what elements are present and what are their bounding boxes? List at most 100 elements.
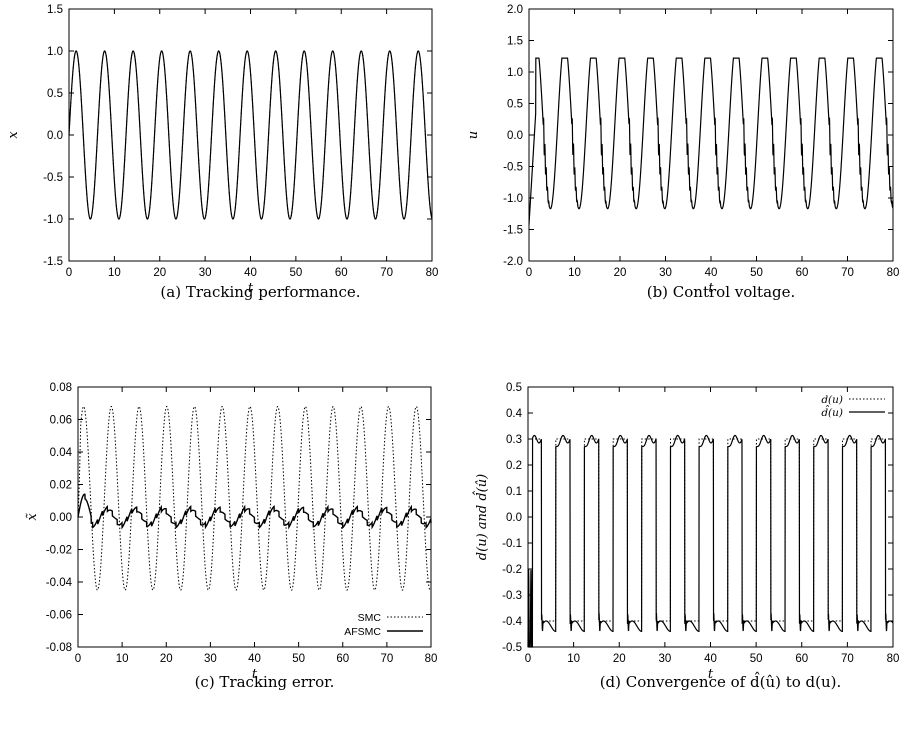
ytick-label: 0.5: [506, 382, 522, 394]
ytick-label: -2.0: [503, 256, 523, 268]
ytick-label: 0.04: [50, 447, 73, 459]
xtick-label: 40: [244, 267, 257, 279]
panel-a-xlabel: t: [248, 281, 254, 296]
panel-b: 0 10 20 30 40 50 60 70 80 -2.0 -1.5 -1.0 -0.5 0.0 0.5 1…: [466, 4, 899, 301]
xtick-label: 80: [887, 267, 900, 279]
ytick-label: 0.02: [50, 480, 72, 492]
ytick-label: 0.5: [507, 99, 523, 111]
panel-d-frame: [527, 386, 894, 648]
panel-a-frame: [68, 8, 433, 262]
xtick-label: 60: [336, 653, 349, 665]
xtick-label: 20: [160, 653, 173, 665]
xtick-label: 50: [289, 267, 302, 279]
ytick-label: 0.1: [506, 486, 522, 498]
legend-label-afsmc: AFSMC: [344, 626, 381, 638]
ytick-label: -0.04: [46, 577, 73, 589]
ytick-label: 1.0: [47, 46, 63, 58]
panel-c-xlabel: t: [252, 667, 258, 682]
panel-c-legend: SMC AFSMC: [344, 612, 423, 638]
panel-c-ylabel: x̃: [25, 513, 40, 521]
xtick-label: 30: [659, 267, 672, 279]
xtick-label: 70: [380, 267, 393, 279]
ytick-label: 0.0: [506, 512, 522, 524]
panel-b-xlabel: t: [708, 281, 714, 296]
ytick-label: 0.06: [50, 415, 72, 427]
xtick-label: 40: [248, 653, 261, 665]
xtick-label: 10: [567, 653, 580, 665]
ytick-label: -0.02: [46, 545, 72, 557]
xtick-label: 50: [292, 653, 305, 665]
panel-b-series-solid: [528, 57, 894, 225]
panel-b-ylabel: u: [466, 131, 481, 139]
xtick-label: 0: [66, 267, 72, 279]
ytick-label: 0.08: [50, 382, 72, 394]
ytick-label: -1.5: [43, 256, 63, 268]
panel-d-legend: d(u) d̂(u): [821, 394, 885, 419]
panel-d-series-estimate: [527, 434, 894, 648]
ytick-label: 1.5: [507, 36, 523, 48]
xtick-label: 10: [568, 267, 581, 279]
xtick-label: 20: [613, 653, 626, 665]
xtick-label: 10: [108, 267, 121, 279]
xtick-label: 30: [199, 267, 212, 279]
ytick-label: -0.06: [46, 610, 72, 622]
panel-a-series-solid: [68, 50, 433, 220]
ytick-label: 0.00: [50, 512, 72, 524]
xtick-label: 30: [204, 653, 217, 665]
ytick-label: 0.5: [47, 88, 63, 100]
xtick-label: 20: [153, 267, 166, 279]
ytick-label: 0.4: [506, 408, 523, 420]
xtick-label: 60: [335, 267, 348, 279]
panel-a-caption: (a) Tracking performance.: [160, 283, 360, 301]
panel-d-caption: (d) Convergence of d̂(û) to d(u).: [600, 672, 842, 691]
panel-c-series-smc: [77, 405, 432, 591]
ytick-label: -1.0: [503, 193, 523, 205]
xtick-label: 80: [426, 267, 439, 279]
ytick-label: -0.1: [502, 538, 522, 550]
ytick-label: -0.5: [502, 642, 522, 654]
xtick-label: 40: [704, 653, 717, 665]
ytick-label: -0.4: [502, 616, 522, 628]
xtick-label: 60: [796, 267, 809, 279]
ytick-label: -0.08: [46, 642, 72, 654]
xtick-label: 70: [841, 267, 854, 279]
xtick-label: 70: [841, 653, 854, 665]
panel-b-caption: (b) Control voltage.: [647, 283, 796, 301]
xtick-label: 20: [614, 267, 627, 279]
panel-c-caption: (c) Tracking error.: [195, 673, 335, 691]
ytick-label: -1.5: [503, 225, 523, 237]
panel-a: 0 10 20 30 40 50 60 70 80 -1.5 -1.0 -0.5 0.0 0.5 1.0 1.…: [6, 4, 438, 301]
ytick-label: -0.5: [503, 162, 523, 174]
panel-d-ylabel: d(u) and d̂(û): [472, 474, 490, 560]
legend-label-smc: SMC: [358, 612, 382, 624]
xtick-label: 50: [750, 267, 763, 279]
panel-d-series-true: [528, 438, 893, 622]
ytick-label: 1.5: [47, 4, 63, 16]
panel-c-series-afsmc: [77, 493, 432, 530]
ytick-label: 1.0: [507, 67, 523, 79]
xtick-label: 10: [116, 653, 129, 665]
panel-a-ylabel: x: [6, 131, 21, 139]
ytick-label: 2.0: [507, 4, 523, 16]
ytick-label: -0.2: [502, 564, 522, 576]
legend-label-true: d(u): [821, 394, 843, 406]
xtick-label: 30: [658, 653, 671, 665]
xtick-label: 50: [750, 653, 763, 665]
xtick-label: 80: [887, 653, 900, 665]
xtick-label: 60: [795, 653, 808, 665]
xtick-label: 70: [380, 653, 393, 665]
xtick-label: 80: [425, 653, 438, 665]
legend-label-estimate: d̂(u): [821, 405, 843, 419]
ytick-label: 0.3: [506, 434, 522, 446]
panel-c: 0 10 20 30 40 50 60 70 80 -0.08 -0.06 -0.04 -0.02 0.0…: [25, 382, 437, 691]
ytick-label: 0.0: [507, 130, 523, 142]
xtick-label: 40: [705, 267, 718, 279]
panel-b-frame: [528, 8, 894, 262]
xtick-label: 0: [75, 653, 81, 665]
ytick-label: 0.0: [47, 130, 63, 142]
ytick-label: 0.2: [506, 460, 522, 472]
panel-d-xlabel: t: [708, 667, 714, 682]
ytick-label: -0.3: [502, 590, 522, 602]
xtick-label: 0: [526, 267, 532, 279]
